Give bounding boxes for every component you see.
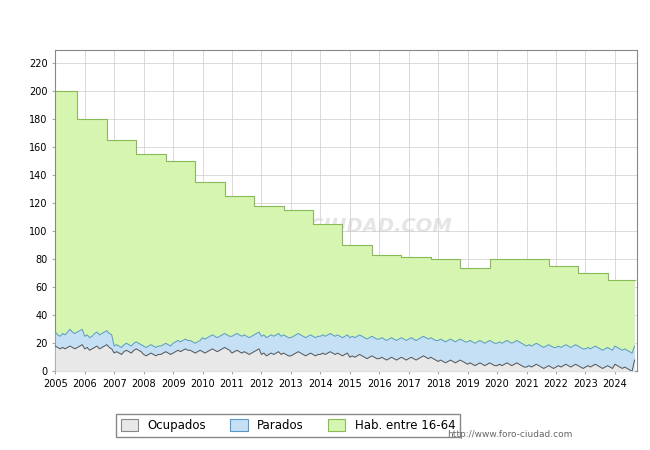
Text: http://www.foro-ciudad.com: http://www.foro-ciudad.com (447, 430, 572, 439)
Text: FORO-CIUDAD.COM: FORO-CIUDAD.COM (240, 217, 452, 236)
Text: Barjas - Evolucion de la poblacion en edad de Trabajar Septiembre de 2024: Barjas - Evolucion de la poblacion en ed… (88, 13, 562, 26)
Legend: Ocupados, Parados, Hab. entre 16-64: Ocupados, Parados, Hab. entre 16-64 (116, 414, 460, 436)
